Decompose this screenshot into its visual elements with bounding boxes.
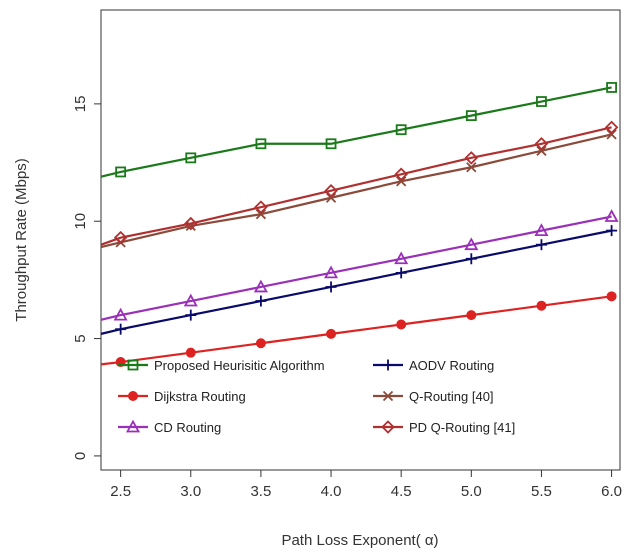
data-point	[113, 307, 128, 321]
legend-swatch-marker	[125, 419, 141, 433]
legend-label: PD Q-Routing [41]	[409, 420, 515, 435]
data-point	[465, 253, 477, 265]
data-point	[464, 237, 479, 251]
x-tick-label: 3.0	[180, 483, 201, 500]
legend-label: Dijkstra Routing	[154, 389, 246, 404]
series-line	[100, 215, 612, 321]
data-point	[465, 110, 477, 122]
data-point	[535, 239, 547, 251]
data-point	[324, 265, 339, 279]
data-point	[534, 137, 549, 151]
legend-swatch-marker	[382, 359, 394, 371]
series-1	[100, 291, 617, 368]
legend-label: CD Routing	[154, 420, 221, 435]
legend-swatch-marker	[382, 390, 394, 402]
series-line	[100, 133, 612, 249]
data-point	[325, 192, 337, 203]
data-point	[255, 295, 267, 307]
series-layer	[100, 82, 619, 368]
data-point	[536, 96, 547, 107]
series-line	[100, 229, 612, 335]
y-tick-label: 15	[72, 96, 89, 113]
series-line	[100, 295, 612, 366]
data-point	[395, 267, 407, 279]
series-5	[100, 120, 619, 246]
x-tick-label: 5.5	[531, 483, 552, 500]
data-point	[466, 310, 477, 321]
y-tick-label: 10	[72, 213, 89, 230]
data-point	[255, 209, 267, 220]
legend-entry: CD Routing	[118, 419, 221, 435]
x-axis-title: Path Loss Exponent( α)	[281, 532, 438, 549]
data-point	[606, 82, 617, 93]
legend-label: Q-Routing [40]	[409, 389, 494, 404]
data-point	[536, 145, 547, 156]
legend-swatch-marker	[128, 391, 138, 401]
data-point	[253, 279, 268, 293]
data-point	[604, 120, 619, 135]
data-point	[254, 200, 268, 214]
series-line	[100, 126, 612, 246]
legend-entry: AODV Routing	[373, 358, 494, 373]
data-point	[396, 319, 407, 330]
data-point	[606, 225, 618, 237]
data-point	[396, 176, 407, 187]
data-point	[604, 209, 619, 222]
legend-entry: Q-Routing [40]	[373, 389, 494, 404]
series-line	[100, 86, 612, 178]
x-tick-label: 4.5	[391, 483, 412, 500]
data-point	[606, 129, 617, 140]
data-point	[324, 183, 338, 198]
legend-swatch-marker	[381, 420, 395, 434]
data-point	[394, 251, 409, 265]
data-point	[185, 309, 197, 321]
data-point	[394, 167, 408, 182]
data-point	[113, 230, 128, 245]
data-point	[255, 138, 267, 150]
y-axis: 0 5 10 15	[72, 96, 101, 460]
data-point	[606, 291, 617, 302]
series-4	[100, 129, 617, 249]
x-tick-label: 3.5	[250, 483, 271, 500]
data-point	[395, 124, 407, 136]
series-3	[100, 225, 618, 335]
data-point	[325, 281, 337, 293]
legend-entry: Proposed Heurisitic Algorithm	[118, 358, 325, 373]
data-point	[466, 162, 477, 173]
y-tick-label: 0	[72, 452, 89, 460]
x-tick-label: 4.0	[321, 483, 342, 500]
series-0	[100, 82, 617, 178]
legend-label: AODV Routing	[409, 358, 494, 373]
x-axis: 2.5 3.0 3.5 4.0 4.5 5.0 5.5 6.0	[110, 470, 622, 500]
data-point	[464, 151, 479, 165]
data-point	[534, 223, 549, 237]
x-tick-label: 5.0	[461, 483, 482, 500]
data-point	[184, 216, 198, 231]
data-point	[185, 152, 197, 164]
data-point	[255, 338, 266, 349]
legend-swatch-marker	[127, 359, 139, 371]
data-point	[115, 166, 127, 178]
data-point	[326, 328, 337, 339]
data-point	[536, 300, 547, 311]
data-point	[325, 138, 337, 150]
y-tick-label: 5	[72, 334, 89, 342]
series-2	[100, 209, 619, 321]
data-point	[183, 293, 198, 307]
y-axis-title: Throughput Rate (Mbps)	[13, 158, 30, 321]
x-tick-label: 2.5	[110, 483, 131, 500]
legend-label: Proposed Heurisitic Algorithm	[154, 358, 325, 373]
x-tick-label: 6.0	[601, 483, 622, 500]
data-point	[115, 323, 127, 335]
legend-entry: PD Q-Routing [41]	[373, 420, 515, 435]
legend: Proposed Heurisitic Algorithm Dijkstra Ro…	[118, 358, 515, 435]
plot-frame	[100, 9, 621, 471]
legend-entry: Dijkstra Routing	[118, 389, 246, 404]
data-point	[185, 347, 196, 358]
